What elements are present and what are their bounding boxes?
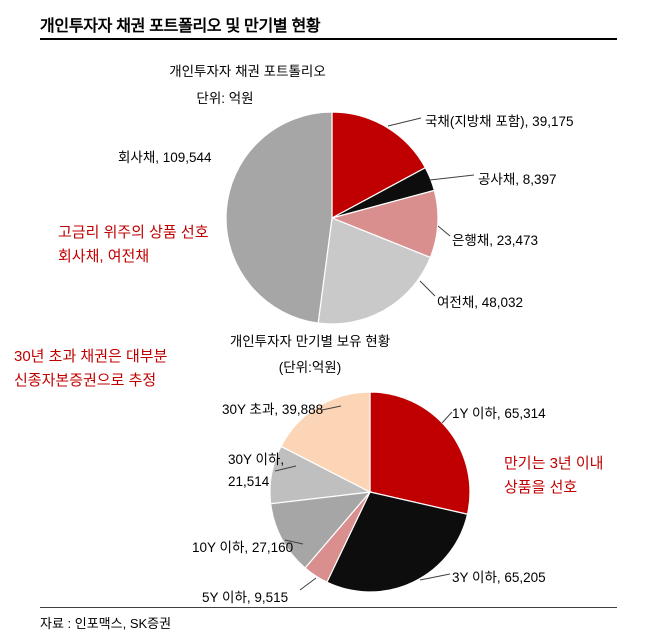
annotation-line: 30년 초과 채권은 대부분 — [14, 348, 168, 365]
chart1-unit-label: 단위: 억원 — [196, 91, 254, 106]
page-title: 개인투자자 채권 포트폴리오 및 만기별 현황 — [40, 18, 321, 35]
annotation-portfolio: 고금리 위주의 상품 선호 회사채, 여전채 — [58, 221, 209, 269]
pie-slice — [331, 111, 427, 220]
annotation-line: 신종자본증권으로 추정 — [14, 372, 157, 389]
chart2-unit-label: (단위:억원) — [278, 360, 342, 375]
slice-label-line: 21,514 — [228, 474, 270, 489]
slice-label: 1Y 이하, 65,314 — [452, 406, 546, 421]
pie-slice — [369, 391, 471, 515]
slice-label: 30Y 이하, 21,514 — [228, 448, 284, 489]
pie-slice — [317, 217, 432, 325]
annotation-maturity-right: 만기는 3년 이내 상품을 선호 — [504, 452, 603, 500]
slice-label: 국채(지방채 포함), 39,175 — [425, 114, 574, 129]
slice-label: 공사채, 8,397 — [478, 172, 557, 187]
slice-label: 5Y 이하, 9,515 — [202, 590, 289, 605]
maturity-pie-chart — [269, 391, 471, 593]
pie-slice — [225, 111, 333, 324]
pie-slice — [326, 491, 469, 593]
title-divider — [40, 38, 617, 40]
annotation-line: 상품을 선호 — [504, 479, 578, 496]
slice-label: 3Y 이하, 65,205 — [452, 570, 546, 585]
portfolio-pie-chart — [225, 111, 439, 325]
slice-label: 회사채, 109,544 — [118, 150, 212, 165]
pie-slice — [270, 491, 372, 569]
footer-divider — [40, 607, 617, 608]
chart1-title: 개인투자자 채권 포트톨리오 — [169, 64, 326, 79]
slice-label: 10Y 이하, 27,160 — [192, 540, 294, 555]
slice-label-line: 30Y 이하, — [228, 452, 285, 467]
pie-slice — [280, 391, 371, 493]
slice-label: 30Y 초과, 39,888 — [222, 402, 324, 417]
annotation-maturity-left: 30년 초과 채권은 대부분 신종자본증권으로 추정 — [14, 345, 167, 393]
annotation-line: 만기는 3년 이내 — [504, 455, 604, 472]
source-note: 자료 : 인포맥스, SK증권 — [40, 616, 172, 631]
annotation-line: 고금리 위주의 상품 선호 — [58, 224, 209, 241]
chart2-title: 개인투자자 만기별 보유 현황 — [229, 334, 391, 349]
slice-label: 여전채, 48,032 — [437, 295, 524, 310]
annotation-line: 회사채, 여전채 — [58, 248, 150, 265]
slice-label: 은행채, 23,473 — [452, 233, 539, 248]
